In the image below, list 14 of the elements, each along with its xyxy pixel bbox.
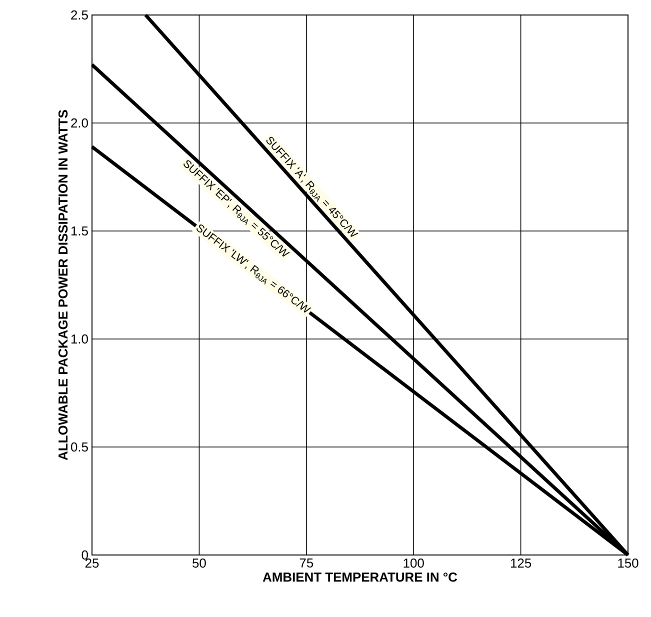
x-tick-label: 150 [618,558,638,568]
y-axis-title: ALLOWABLE PACKAGE POWER DISSIPATION IN WATTS [58,110,68,460]
y-tick-label: 1.0 [71,334,88,344]
x-tick-label: 50 [192,558,206,568]
x-tick-label: 25 [85,558,99,568]
y-tick-label: 0.5 [70,442,88,452]
y-tick-label: 2.5 [71,10,88,20]
x-tick-label: 100 [404,558,424,568]
y-tick-label: 0 [82,550,88,560]
y-tick-label: 1.5 [71,226,88,236]
y-tick-label: 2.0 [71,118,88,128]
x-axis-title: AMBIENT TEMPERATURE IN °C [262,572,458,582]
x-tick-label: 125 [510,558,532,568]
x-tick-label: 75 [300,558,314,568]
